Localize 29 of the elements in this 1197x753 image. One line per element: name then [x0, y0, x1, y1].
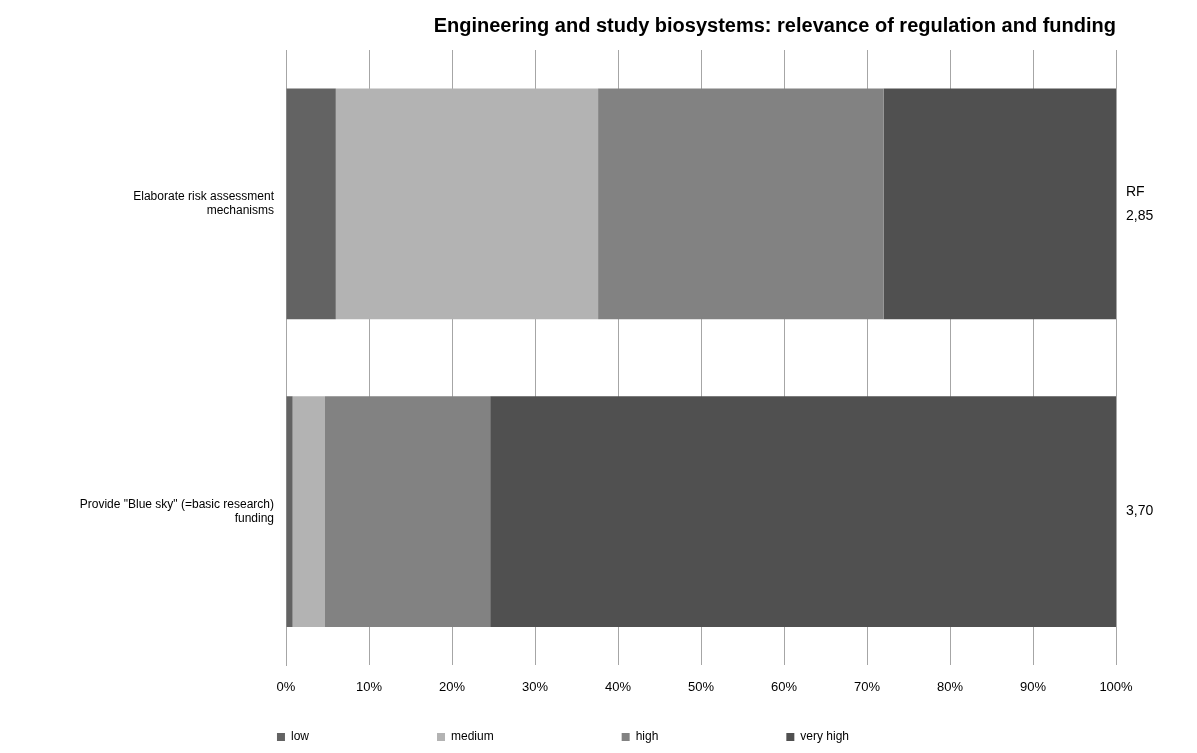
x-tick-label: 100% [1099, 678, 1134, 694]
bar [883, 88, 1116, 320]
y-tick-label: Provide "Blue sky" (=basic research) funding [79, 496, 274, 526]
x-tick-label: 0% [276, 678, 296, 694]
annotation: 3,70 [1126, 502, 1154, 519]
x-tick-label: 80% [936, 678, 964, 694]
x-tick-label: 90% [1019, 678, 1047, 694]
bar [490, 396, 1116, 627]
legend-label: very high [800, 729, 850, 744]
legend-label: high [635, 729, 659, 744]
bar [292, 396, 326, 627]
bar [286, 88, 336, 320]
x-tick-label: 20% [438, 678, 466, 694]
annotation: 2,85 [1126, 206, 1154, 223]
text: RF [1126, 182, 1145, 199]
x-tick-label: 10% [355, 678, 383, 694]
bar [598, 88, 884, 320]
x-tick-label: 60% [770, 678, 798, 694]
legend-label: medium [450, 729, 494, 744]
y-tick-label: Elaborate risk assessment mechanisms [133, 188, 275, 218]
legend-label: low [290, 729, 310, 744]
bar [325, 396, 491, 627]
x-tick-label: 40% [604, 678, 632, 694]
x-tick-label: 70% [853, 678, 881, 694]
bar [286, 396, 293, 627]
x-tick-label: 50% [687, 678, 715, 694]
x-tick-label: 30% [521, 678, 549, 694]
bar [335, 88, 599, 320]
chart-title: Engineering and study biosystems: relevance of regulation and funding [433, 13, 1116, 36]
